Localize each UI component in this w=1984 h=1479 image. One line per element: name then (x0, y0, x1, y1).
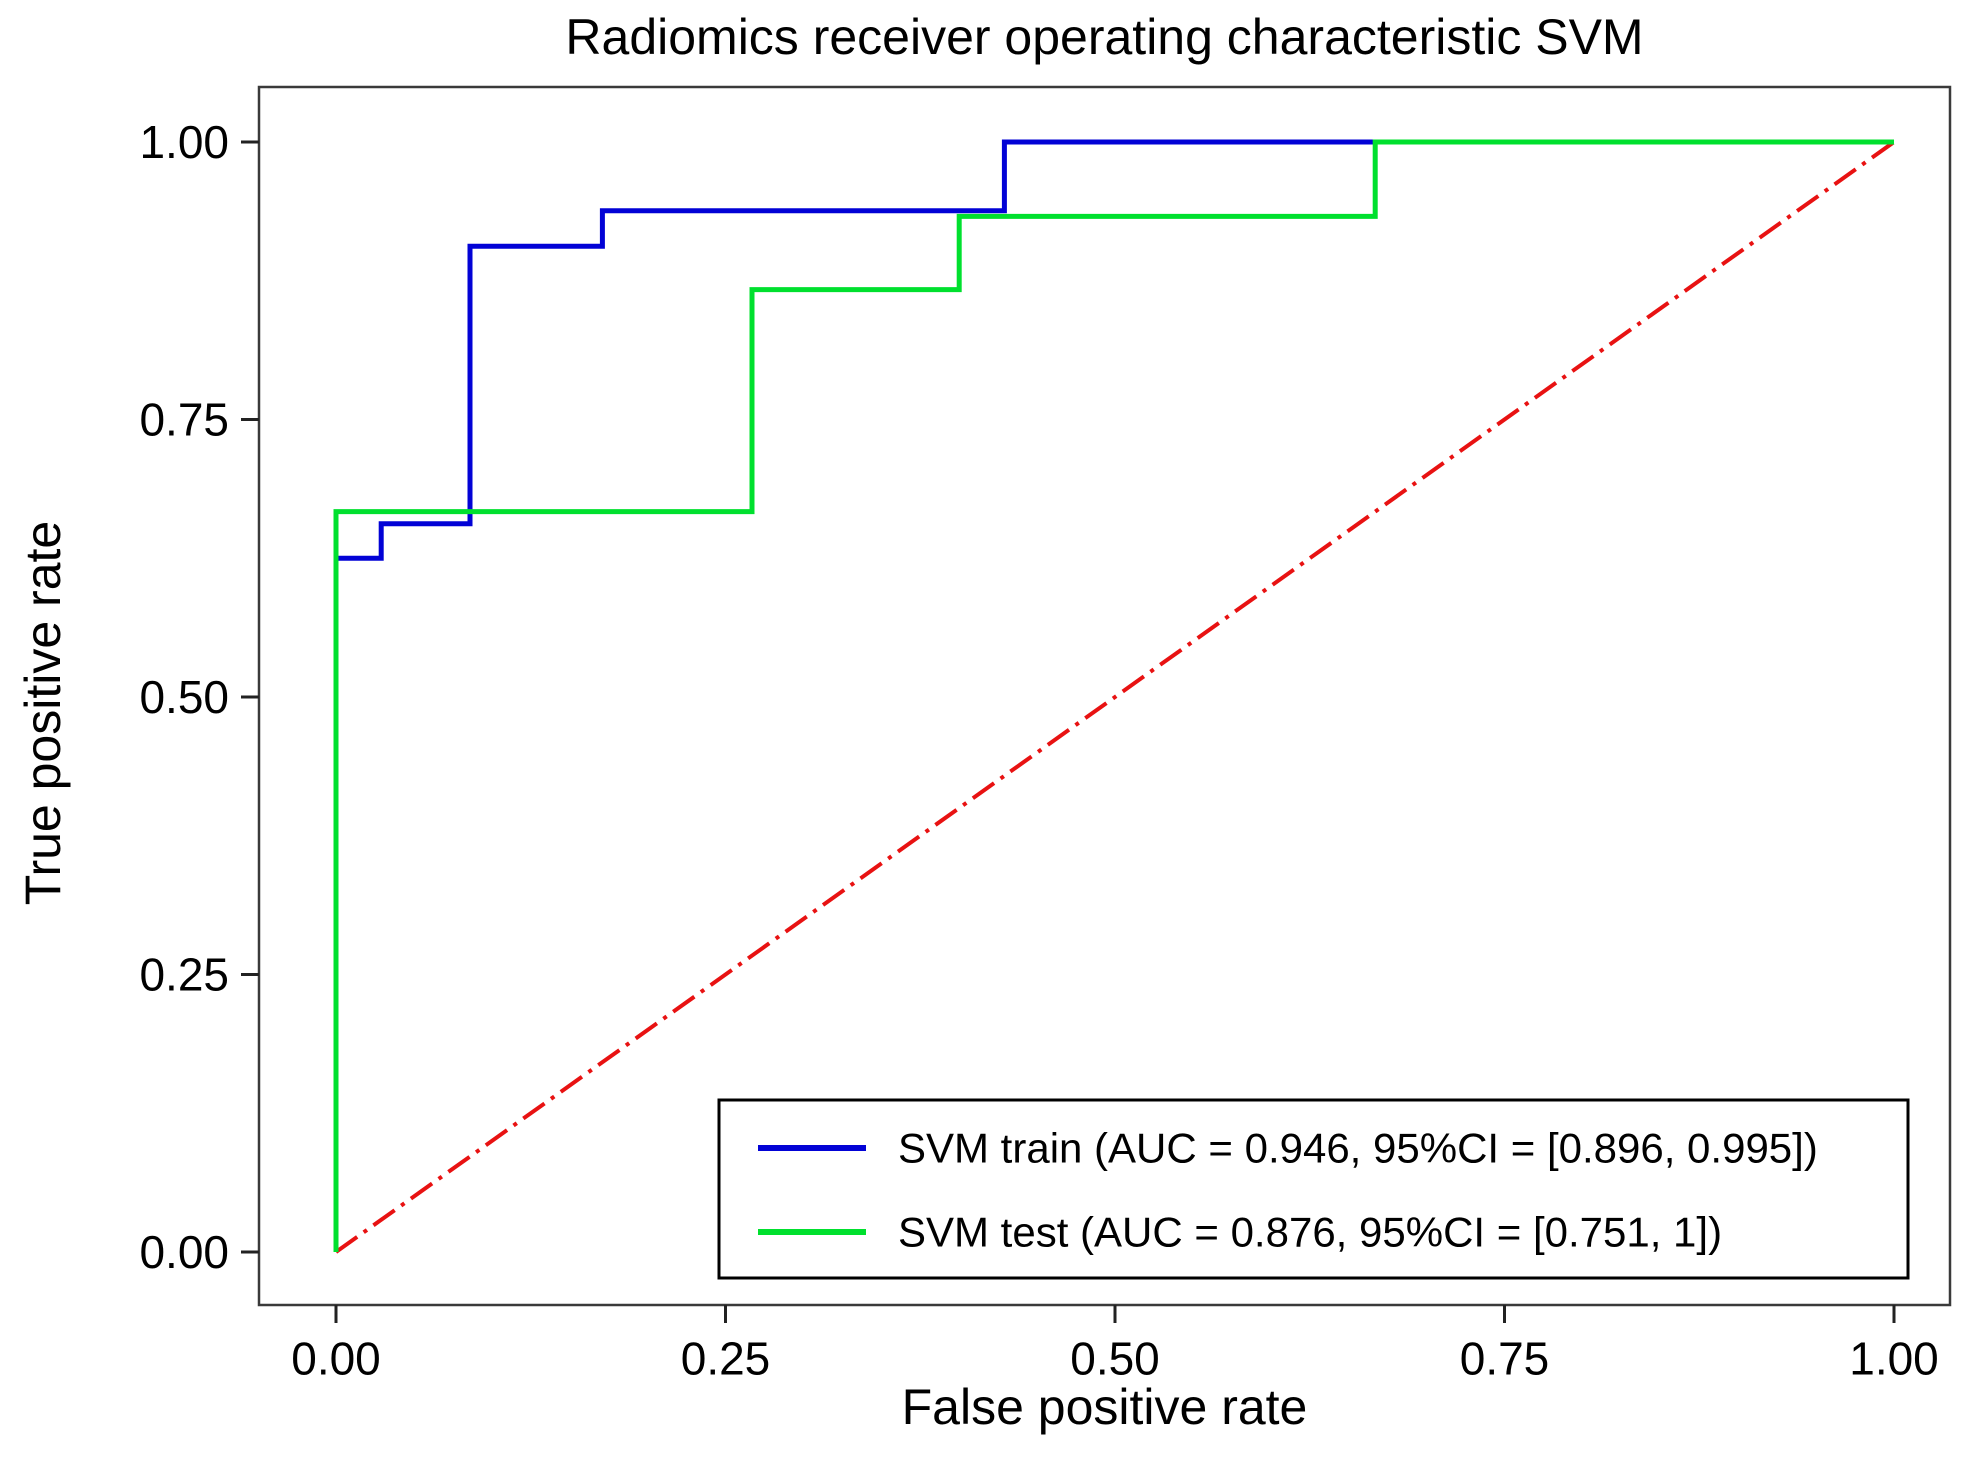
legend-label-svm-train: SVM train (AUC = 0.946, 95%CI = [0.896, … (898, 1125, 1818, 1172)
legend-label-svm-test: SVM test (AUC = 0.876, 95%CI = [0.751, 1… (898, 1209, 1722, 1256)
y-tick-label: 0.00 (139, 1226, 229, 1278)
y-tick-label: 0.25 (139, 949, 229, 1001)
x-tick-label: 1.00 (1849, 1333, 1939, 1385)
x-tick-label: 0.00 (291, 1333, 381, 1385)
y-tick-label: 0.50 (139, 671, 229, 723)
legend-box (717, 1098, 1910, 1280)
chart-title: Radiomics receiver operating characteris… (565, 9, 1644, 65)
y-tick-label: 0.75 (139, 394, 229, 446)
x-tick-label: 0.50 (1070, 1333, 1160, 1385)
x-tick-label: 0.75 (1460, 1333, 1550, 1385)
y-tick-label: 1.00 (139, 116, 229, 168)
chance-line (334, 140, 1896, 1254)
roc-curve-svm-test (333, 139, 1894, 1252)
x-tick-label: 0.25 (681, 1333, 771, 1385)
x-axis-title: False positive rate (901, 1379, 1308, 1435)
roc-curve-svm-train (333, 139, 1894, 1252)
